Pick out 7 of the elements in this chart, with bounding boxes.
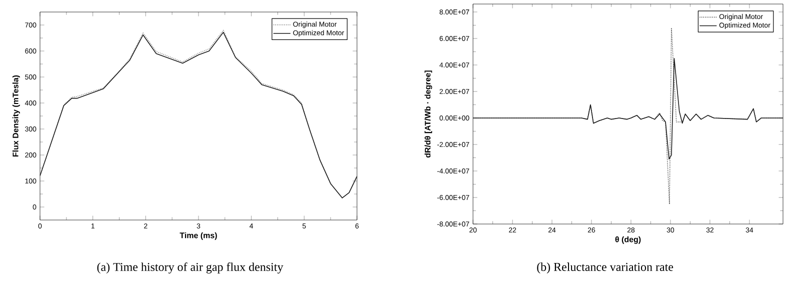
y-axis-title: dR/dθ [AT/Wb · degree] (424, 70, 432, 158)
x-axis-title: Time (ms) (180, 232, 217, 240)
line-series (473, 58, 783, 160)
text: (a) Time history of air gap flux density (97, 262, 284, 274)
text: (b) Reluctance variation rate (537, 262, 674, 274)
x-axis-title: θ (deg) (615, 236, 641, 244)
y-axis-title: Flux Density (mTesla) (12, 75, 20, 157)
